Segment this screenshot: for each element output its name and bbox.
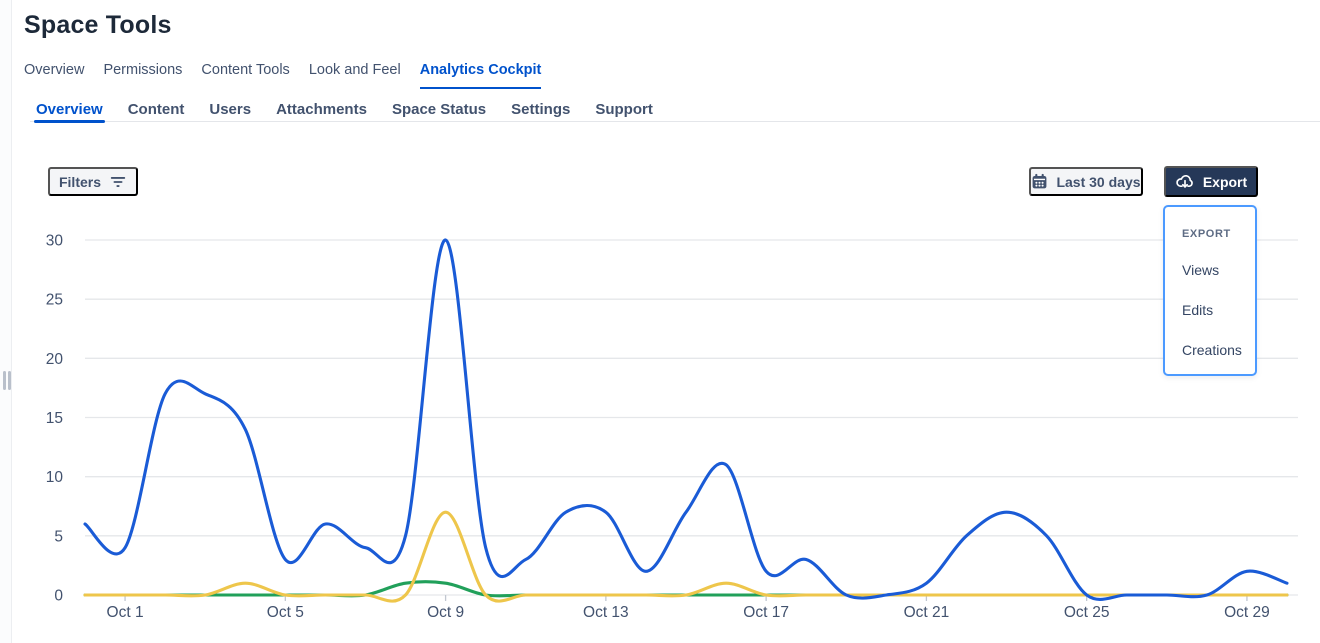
subtab-space-status[interactable]: Space Status xyxy=(391,101,487,118)
subtab-overview[interactable]: Overview xyxy=(34,101,105,123)
export-menu-item-views[interactable]: Views xyxy=(1182,262,1220,278)
calendar-icon xyxy=(1033,173,1047,189)
export-dropdown-menu: EXPORT Views Edits Creations xyxy=(1163,205,1257,376)
export-menu-heading: EXPORT xyxy=(1182,228,1231,240)
svg-text:15: 15 xyxy=(46,410,63,427)
date-range-label: Last 30 days xyxy=(1056,173,1141,190)
export-button-label: Export xyxy=(1202,173,1248,190)
svg-text:25: 25 xyxy=(46,292,63,309)
svg-text:Oct 1: Oct 1 xyxy=(107,604,144,621)
space-tools-tabs: Overview Permissions Content Tools Look … xyxy=(24,62,542,89)
svg-text:Oct 13: Oct 13 xyxy=(583,604,629,621)
tab-permissions[interactable]: Permissions xyxy=(103,62,183,78)
svg-text:Oct 9: Oct 9 xyxy=(427,604,464,621)
date-range-button[interactable]: Last 30 days xyxy=(1029,167,1143,196)
svg-text:Oct 29: Oct 29 xyxy=(1224,604,1270,621)
drag-handle-icon[interactable] xyxy=(3,371,11,390)
svg-text:5: 5 xyxy=(54,528,63,545)
tab-look-and-feel[interactable]: Look and Feel xyxy=(308,62,401,78)
svg-text:Oct 21: Oct 21 xyxy=(904,604,950,621)
svg-text:Oct 25: Oct 25 xyxy=(1064,604,1110,621)
cloud-download-icon xyxy=(1176,174,1193,188)
svg-text:20: 20 xyxy=(46,351,64,368)
sub-tabs-divider xyxy=(30,121,1320,122)
subtab-attachments[interactable]: Attachments xyxy=(276,101,367,118)
svg-text:Oct 17: Oct 17 xyxy=(743,604,789,621)
svg-text:10: 10 xyxy=(46,469,64,486)
sidebar-collapse-rail xyxy=(0,0,12,643)
subtab-content[interactable]: Content xyxy=(127,101,185,118)
tab-overview[interactable]: Overview xyxy=(24,62,85,78)
page-title: Space Tools xyxy=(24,11,172,39)
subtab-users[interactable]: Users xyxy=(209,101,252,118)
filters-button[interactable]: Filters xyxy=(48,167,138,196)
export-button[interactable]: Export xyxy=(1164,166,1258,197)
export-menu-item-edits[interactable]: Edits xyxy=(1182,302,1214,318)
tab-content-tools[interactable]: Content Tools xyxy=(201,62,290,78)
svg-text:30: 30 xyxy=(46,233,64,250)
export-menu-item-creations[interactable]: Creations xyxy=(1182,342,1242,358)
svg-text:Oct 5: Oct 5 xyxy=(267,604,304,621)
filters-button-label: Filters xyxy=(58,173,101,190)
filter-lines-icon xyxy=(110,176,126,187)
subtab-support[interactable]: Support xyxy=(595,101,653,118)
tab-analytics-cockpit[interactable]: Analytics Cockpit xyxy=(419,62,542,89)
subtab-settings[interactable]: Settings xyxy=(511,101,571,118)
analytics-sub-tabs: Overview Content Users Attachments Space… xyxy=(34,101,653,123)
svg-text:0: 0 xyxy=(54,588,63,605)
